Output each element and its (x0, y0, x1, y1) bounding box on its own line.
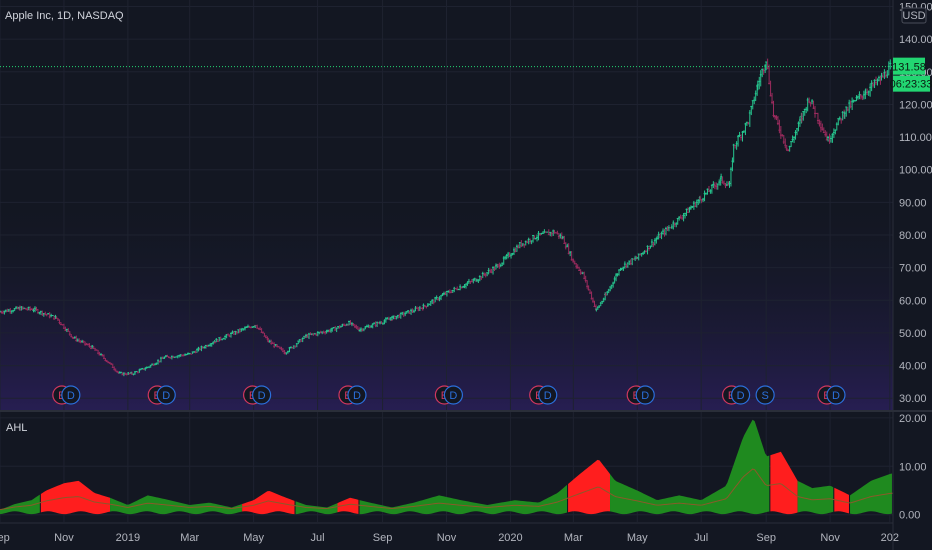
y-tick-label: 100.00 (899, 165, 932, 177)
y-tick-label: 40.00 (899, 361, 927, 373)
event-circle (251, 385, 272, 405)
event-circle (826, 385, 846, 405)
last-price-box (893, 57, 925, 75)
ahl-series (0, 419, 893, 515)
ahl-segment-green (359, 484, 568, 515)
ahl-segment-green (850, 473, 892, 515)
event-letter: D (544, 390, 552, 402)
ahl-segment-red (40, 480, 111, 515)
event-circle (156, 385, 176, 405)
ahl-segment-red (242, 490, 295, 515)
countdown-label: 06:23:33 (890, 79, 932, 91)
currency-label: USD (902, 10, 925, 22)
ahl-y-tick-label: 0.00 (899, 510, 920, 522)
ahl-segment-green (797, 480, 834, 515)
x-tick-label: 2019 (116, 532, 140, 544)
event-circle (730, 385, 751, 405)
last-price-label: 131.58 (892, 62, 926, 74)
x-tick-label: Sep (0, 532, 10, 544)
ahl-y-tick-label: 20.00 (899, 413, 927, 425)
x-tick-label: May (243, 532, 264, 544)
event-letter: D (737, 390, 745, 402)
event-marker-D[interactable]: D (156, 385, 176, 405)
ahl-segment-red (568, 459, 611, 515)
event-letter: D (353, 390, 361, 402)
y-tick-label: 90.00 (899, 197, 927, 209)
x-tick-label: Sep (373, 532, 393, 544)
event-circle (755, 385, 775, 405)
x-tick-label: 2020 (498, 532, 522, 544)
event-letter: D (832, 390, 840, 402)
event-circle (443, 385, 464, 405)
indicator-title: AHL (6, 422, 27, 434)
event-marker-S[interactable]: S (755, 385, 775, 405)
ahl-segment-green (0, 494, 40, 515)
event-markers: EDEDEDEDEDEDEDEDSED (52, 385, 846, 405)
last-price-line: 131.58 06:23:33 (0, 57, 932, 92)
price-series (0, 58, 892, 377)
event-circle (635, 385, 655, 405)
main-title: Apple Inc, 1D, NASDAQ (5, 10, 124, 22)
event-circle (347, 385, 367, 405)
x-tick-label: Sep (756, 532, 776, 544)
x-tick-label: Nov (437, 532, 457, 544)
x-tick-label: 202 (881, 532, 899, 544)
event-letter: D (449, 390, 457, 402)
event-letter: D (162, 390, 170, 402)
x-tick-label: Nov (820, 532, 840, 544)
x-tick-label: May (627, 532, 648, 544)
event-marker-D[interactable]: D (730, 385, 751, 405)
event-marker-D[interactable]: D (443, 385, 464, 405)
event-letter: D (258, 390, 266, 402)
y-tick-label: 50.00 (899, 328, 927, 340)
grid (0, 0, 893, 522)
x-tick-label: Jul (311, 532, 325, 544)
x-tick-label: Mar (564, 532, 583, 544)
event-marker-D[interactable]: D (251, 385, 272, 405)
x-tick-label: Mar (180, 532, 199, 544)
y-tick-label: 60.00 (899, 295, 927, 307)
y-tick-label: 70.00 (899, 263, 927, 275)
ahl-segment-red (337, 497, 359, 515)
ahl-segment-green (610, 419, 770, 515)
currency-badge[interactable]: USD (901, 7, 927, 24)
ahl-segment-red (770, 451, 798, 515)
y-tick-label: 80.00 (899, 230, 927, 242)
currency-badge-frame (901, 7, 927, 24)
y-tick-label: 120.00 (899, 99, 932, 111)
ahl-segment-red (834, 487, 849, 514)
ahl-y-tick-label: 10.00 (899, 461, 927, 473)
event-letter: D (641, 390, 649, 402)
event-letter: D (67, 390, 75, 402)
event-circle (61, 385, 81, 405)
y-tick-label: 30.00 (899, 393, 927, 405)
event-marker-D[interactable]: D (347, 385, 367, 405)
y-tick-label: 140.00 (899, 34, 932, 46)
x-tick-label: Nov (54, 532, 74, 544)
ahl-segment-green (110, 495, 243, 515)
event-marker-D[interactable]: D (826, 385, 846, 405)
event-marker-D[interactable]: D (538, 385, 558, 405)
event-circle (538, 385, 558, 405)
x-tick-label: Jul (694, 532, 708, 544)
countdown-box (893, 75, 930, 92)
event-marker-D[interactable]: D (61, 385, 81, 405)
event-marker-D[interactable]: D (635, 385, 655, 405)
y-tick-label: 110.00 (899, 132, 932, 144)
ahl-line (0, 468, 893, 511)
event-letter: S (761, 390, 768, 402)
